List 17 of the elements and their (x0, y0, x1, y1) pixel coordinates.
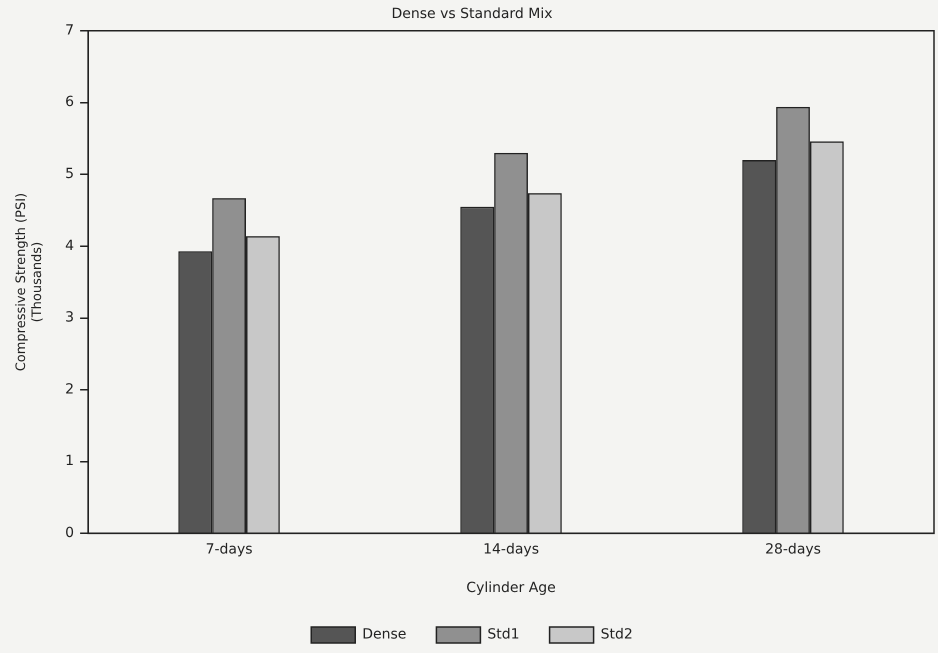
y-tick-label: 1 (65, 453, 74, 470)
legend-label: Dense (362, 626, 406, 643)
y-tick-label: 7 (65, 22, 74, 38)
y-axis-title: Compressive Strength (PSI) (Thousands) (14, 192, 45, 372)
y-tick-label: 0 (65, 525, 74, 542)
x-tick-label: 28-days (765, 541, 821, 558)
y-tick-label: 5 (65, 166, 74, 182)
chart-title: Dense vs Standard Mix (391, 6, 553, 22)
y-tick-label: 6 (65, 94, 74, 110)
x-axis-title: Cylinder Age (466, 580, 556, 596)
y-tick-label: 4 (65, 238, 74, 254)
legend-label: Std1 (487, 626, 520, 643)
y-tick-label: 3 (65, 310, 74, 326)
y-tick-label: 2 (65, 381, 74, 398)
x-tick-label: 14-days (483, 541, 540, 558)
legend-label: Std2 (600, 626, 633, 643)
x-tick-label: 7-days (206, 541, 253, 558)
